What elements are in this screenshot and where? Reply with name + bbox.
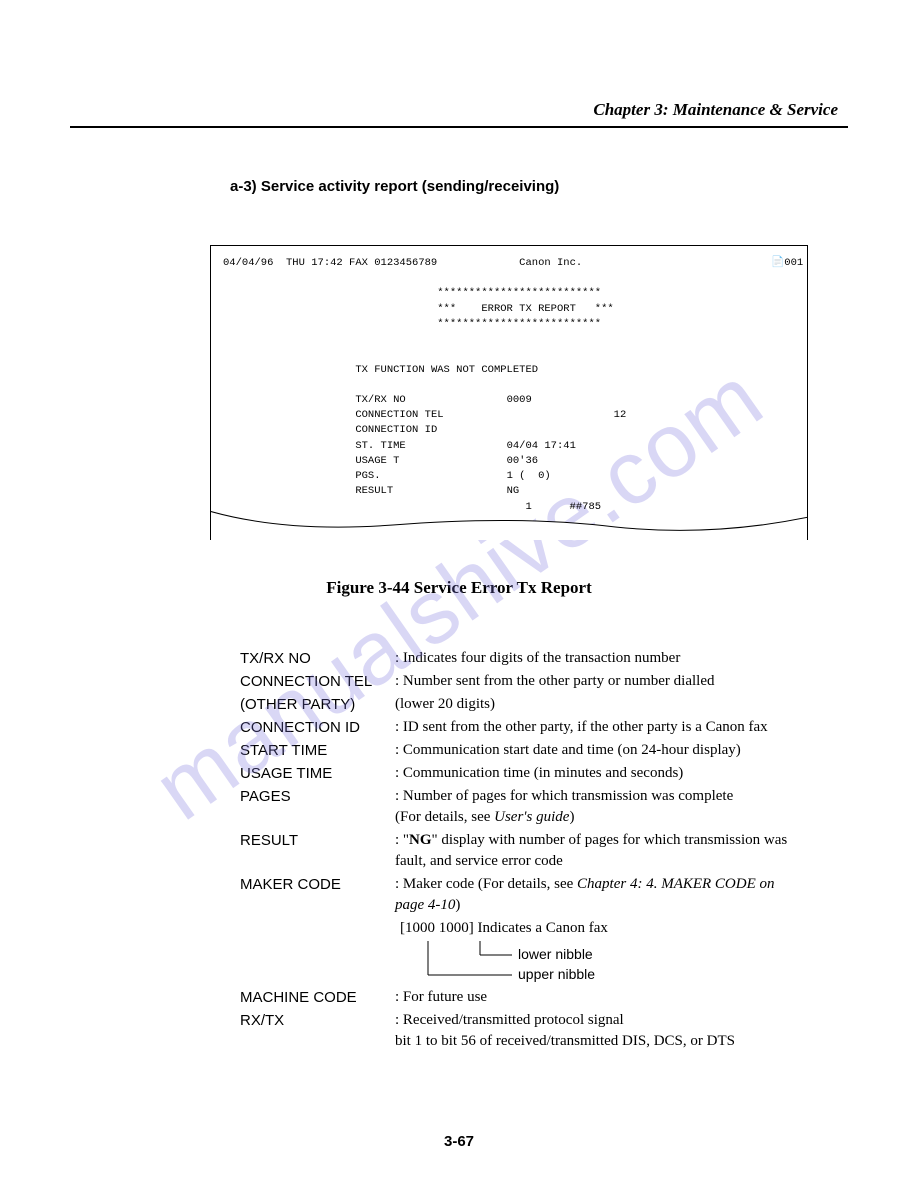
def-term: MAKER CODE <box>240 874 395 916</box>
rpt-ctel-val: 12 <box>507 409 627 421</box>
def-term <box>240 918 395 985</box>
rpt-stime-val: 04/04 17:41 <box>507 440 576 452</box>
rpt-result-val: NG <box>507 485 520 497</box>
figure-caption: Figure 3-44 Service Error Tx Report <box>70 578 848 598</box>
rpt-txrx-label: TX/RX NO <box>355 394 405 406</box>
rpt-usage-val: 00'36 <box>507 455 539 467</box>
rpt-hdr-center: Canon Inc. <box>519 257 582 269</box>
rpt-func: TX FUNCTION WAS NOT COMPLETED <box>355 364 538 376</box>
chapter-rule <box>70 126 848 128</box>
def-term: TX/RX NO <box>240 648 395 669</box>
def-row: CONNECTION TEL : Number sent from the ot… <box>240 671 808 692</box>
rpt-txrx-val: 0009 <box>507 394 532 406</box>
def-desc: : ID sent from the other party, if the o… <box>395 717 808 738</box>
page-number: 3-67 <box>0 1133 918 1150</box>
def-term: CONNECTION TEL <box>240 671 395 692</box>
definitions-list: TX/RX NO : Indicates four digits of the … <box>240 648 808 1052</box>
def-desc: : Number sent from the other party or nu… <box>395 671 808 692</box>
def-row: MACHINE CODE : For future use <box>240 987 808 1008</box>
rpt-usage-label: USAGE T <box>355 455 399 467</box>
rpt-hdr-left: 04/04/96 THU 17:42 FAX 0123456789 <box>223 257 437 269</box>
def-row: RESULT : "NG" display with number of pag… <box>240 830 808 872</box>
lower-nibble-label: lower nibble <box>518 946 593 962</box>
rpt-pgs-label: PGS. <box>355 470 380 482</box>
rpt-hdr-right: 001 <box>784 257 803 269</box>
def-term: RESULT <box>240 830 395 872</box>
rpt-result-label: RESULT <box>355 485 393 497</box>
upper-nibble-label: upper nibble <box>518 966 595 982</box>
def-term: CONNECTION ID <box>240 717 395 738</box>
rpt-banner-top: ************************** <box>437 287 601 299</box>
rpt-pgs-val: 1 ( 0) <box>500 470 550 482</box>
def-term: MACHINE CODE <box>240 987 395 1008</box>
rpt-banner-bot: ************************** <box>437 318 601 330</box>
def-term: (OTHER PARTY) <box>240 694 395 715</box>
rpt-banner-title: *** ERROR TX REPORT *** <box>437 303 613 315</box>
def-row: (OTHER PARTY) (lower 20 digits) <box>240 694 808 715</box>
def-desc: : Maker code (For details, see Chapter 4… <box>395 874 808 916</box>
def-desc: : Received/transmitted protocol signal b… <box>395 1010 808 1052</box>
def-row: CONNECTION ID : ID sent from the other p… <box>240 717 808 738</box>
def-row: PAGES : Number of pages for which transm… <box>240 786 808 828</box>
def-row: START TIME : Communication start date an… <box>240 740 808 761</box>
def-row: MAKER CODE : Maker code (For details, se… <box>240 874 808 916</box>
def-desc: : Communication time (in minutes and sec… <box>395 763 808 784</box>
def-row: [1000 1000] Indicates a Canon fax lower … <box>240 918 808 985</box>
report-printout: 04/04/96 THU 17:42 FAX 0123456789 Canon … <box>210 245 808 540</box>
rpt-stime-label: ST. TIME <box>355 440 405 452</box>
def-desc: : Communication start date and time (on … <box>395 740 808 761</box>
def-term: PAGES <box>240 786 395 828</box>
def-term: USAGE TIME <box>240 763 395 784</box>
rpt-cid-label: CONNECTION ID <box>355 424 437 436</box>
section-title: a-3) Service activity report (sending/re… <box>230 178 848 195</box>
def-desc: : Indicates four digits of the transacti… <box>395 648 808 669</box>
chapter-header: Chapter 3: Maintenance & Service <box>70 100 848 120</box>
def-term: START TIME <box>240 740 395 761</box>
def-row: RX/TX : Received/transmitted protocol si… <box>240 1010 808 1052</box>
nibble-diagram: lower nibble upper nibble <box>400 941 660 985</box>
def-row: TX/RX NO : Indicates four digits of the … <box>240 648 808 669</box>
def-desc: (lower 20 digits) <box>395 694 808 715</box>
def-desc: : "NG" display with number of pages for … <box>395 830 808 872</box>
def-nibble: [1000 1000] Indicates a Canon fax lower … <box>395 918 808 985</box>
def-term: RX/TX <box>240 1010 395 1052</box>
def-row: USAGE TIME : Communication time (in minu… <box>240 763 808 784</box>
def-desc: : For future use <box>395 987 808 1008</box>
rpt-ctel-label: CONNECTION TEL <box>355 409 443 421</box>
def-desc: : Number of pages for which transmission… <box>395 786 808 828</box>
tear-edge <box>210 511 808 540</box>
